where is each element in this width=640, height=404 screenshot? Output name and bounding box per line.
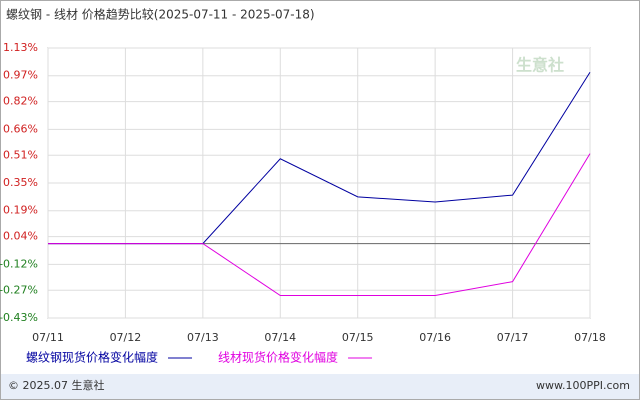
y-tick-label: 0.35% bbox=[3, 176, 38, 189]
y-tick-label: 0.66% bbox=[3, 122, 38, 135]
x-tick-label: 07/11 bbox=[32, 331, 64, 344]
watermark: 生意社 bbox=[516, 56, 564, 75]
footer-right: www.100PPI.com bbox=[536, 379, 630, 392]
y-tick-label: -0.43% bbox=[0, 311, 38, 324]
x-tick-label: 07/16 bbox=[419, 331, 451, 344]
series-line bbox=[48, 153, 591, 296]
y-tick-label: 0.19% bbox=[3, 204, 38, 217]
y-tick-label: 0.97% bbox=[3, 69, 38, 82]
y-tick-label: -0.12% bbox=[0, 257, 38, 270]
x-tick-label: 07/18 bbox=[574, 331, 606, 344]
legend-label: 螺纹钢现货价格变化幅度 bbox=[26, 350, 158, 365]
x-tick-label: 07/15 bbox=[342, 331, 374, 344]
y-tick-label: 0.04% bbox=[3, 230, 38, 243]
y-tick-label: 1.13% bbox=[3, 41, 38, 54]
x-tick-label: 07/14 bbox=[264, 331, 296, 344]
y-tick-label: 0.51% bbox=[3, 148, 38, 161]
x-tick-label: 07/12 bbox=[110, 331, 142, 344]
y-tick-label: -0.27% bbox=[0, 283, 38, 296]
x-tick-label: 07/17 bbox=[497, 331, 529, 344]
x-tick-label: 07/13 bbox=[187, 331, 219, 344]
chart-title: 螺纹钢 - 线材 价格趋势比较(2025-07-11 - 2025-07-18) bbox=[6, 7, 315, 22]
y-tick-label: 0.82% bbox=[3, 95, 38, 108]
footer-left: © 2025.07 生意社 bbox=[8, 378, 104, 392]
legend-label: 线材现货价格变化幅度 bbox=[218, 350, 338, 365]
footer-band bbox=[1, 374, 639, 399]
